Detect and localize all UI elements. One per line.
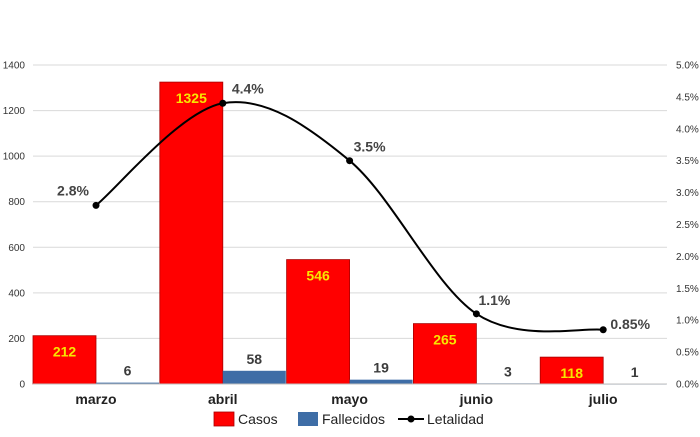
label-letalidad: 2.8% [57, 182, 89, 198]
y2-tick-label: 4.0% [676, 124, 699, 135]
label-casos: 212 [53, 344, 77, 360]
category-label: julio [588, 391, 618, 407]
legend-label-fallecidos: Fallecidos [322, 411, 385, 427]
letalidad-line [92, 99, 607, 334]
y2-tick-label: 0.0% [676, 380, 699, 391]
y2-tick-label: 5.0% [676, 61, 699, 72]
y-tick-label: 200 [8, 334, 25, 345]
label-casos: 1325 [176, 90, 207, 106]
y-tick-label: 600 [8, 243, 25, 254]
category-label: mayo [331, 391, 368, 407]
bar-fallecidos [96, 382, 159, 384]
y-tick-label: 1200 [3, 106, 26, 117]
legend-marker-letalidad [407, 415, 415, 423]
label-letalidad: 4.4% [232, 80, 264, 96]
y2-tick-label: 2.5% [676, 220, 699, 231]
y-axis-right: 0.0% 0.5% 1.0% 1.5% 2.0% 2.5% 3.0% 3.5% 4.0% 4.5%… [676, 61, 699, 391]
label-fallecidos: 6 [124, 363, 132, 379]
letalidad-point [92, 201, 100, 209]
label-fallecidos: 19 [373, 360, 389, 376]
bars [32, 81, 667, 385]
label-letalidad: 0.85% [610, 316, 650, 332]
label-fallecidos: 1 [631, 364, 639, 380]
gridlines [33, 64, 667, 339]
y-tick-label: 0 [19, 380, 25, 391]
label-casos: 546 [306, 268, 330, 284]
category-label: junio [459, 391, 493, 407]
label-letalidad: 3.5% [354, 139, 386, 155]
y-tick-label: 400 [8, 288, 25, 299]
y-axis-left: 0 200 400 600 800 1000 1200 1400 [3, 61, 26, 391]
y-tick-label: 1000 [3, 152, 26, 163]
legend-swatch-fallecidos [298, 412, 318, 426]
y-tick-label: 800 [8, 197, 25, 208]
y2-tick-label: 3.5% [676, 156, 699, 167]
y2-tick-label: 0.5% [676, 348, 699, 359]
label-fallecidos: 58 [247, 351, 263, 367]
legend-label-letalidad: Letalidad [427, 411, 484, 427]
legend: Casos Fallecidos Letalidad [213, 411, 484, 427]
x-axis-categories: marzo abril mayo junio julio [75, 391, 617, 407]
y2-tick-label: 4.5% [676, 92, 699, 103]
y2-tick-label: 1.5% [676, 284, 699, 295]
legend-swatch-casos [213, 411, 235, 427]
label-fallecidos: 3 [504, 363, 512, 379]
label-letalidad: 1.1% [478, 292, 510, 308]
letalidad-point [472, 310, 480, 318]
legend-label-casos: Casos [238, 411, 278, 427]
label-casos: 118 [560, 365, 583, 381]
label-casos: 265 [433, 332, 457, 348]
category-label: marzo [75, 391, 116, 407]
letalidad-point [219, 99, 227, 107]
y2-tick-label: 1.0% [676, 316, 699, 327]
data-labels: 212 6 1325 58 546 19 265 3 118 1 2.8% 4.4% 3.5% 1.1% 0… [53, 80, 651, 381]
bar-fallecidos [349, 379, 413, 384]
bar-fallecidos [222, 370, 286, 384]
letalidad-point [599, 326, 607, 334]
y-tick-label: 1400 [3, 61, 26, 72]
y2-tick-label: 3.0% [676, 188, 699, 199]
category-label: abril [208, 391, 238, 407]
letalidad-point [346, 157, 354, 165]
bar-casos [159, 81, 224, 385]
y2-tick-label: 2.0% [676, 252, 699, 263]
bar-casos [286, 259, 351, 385]
